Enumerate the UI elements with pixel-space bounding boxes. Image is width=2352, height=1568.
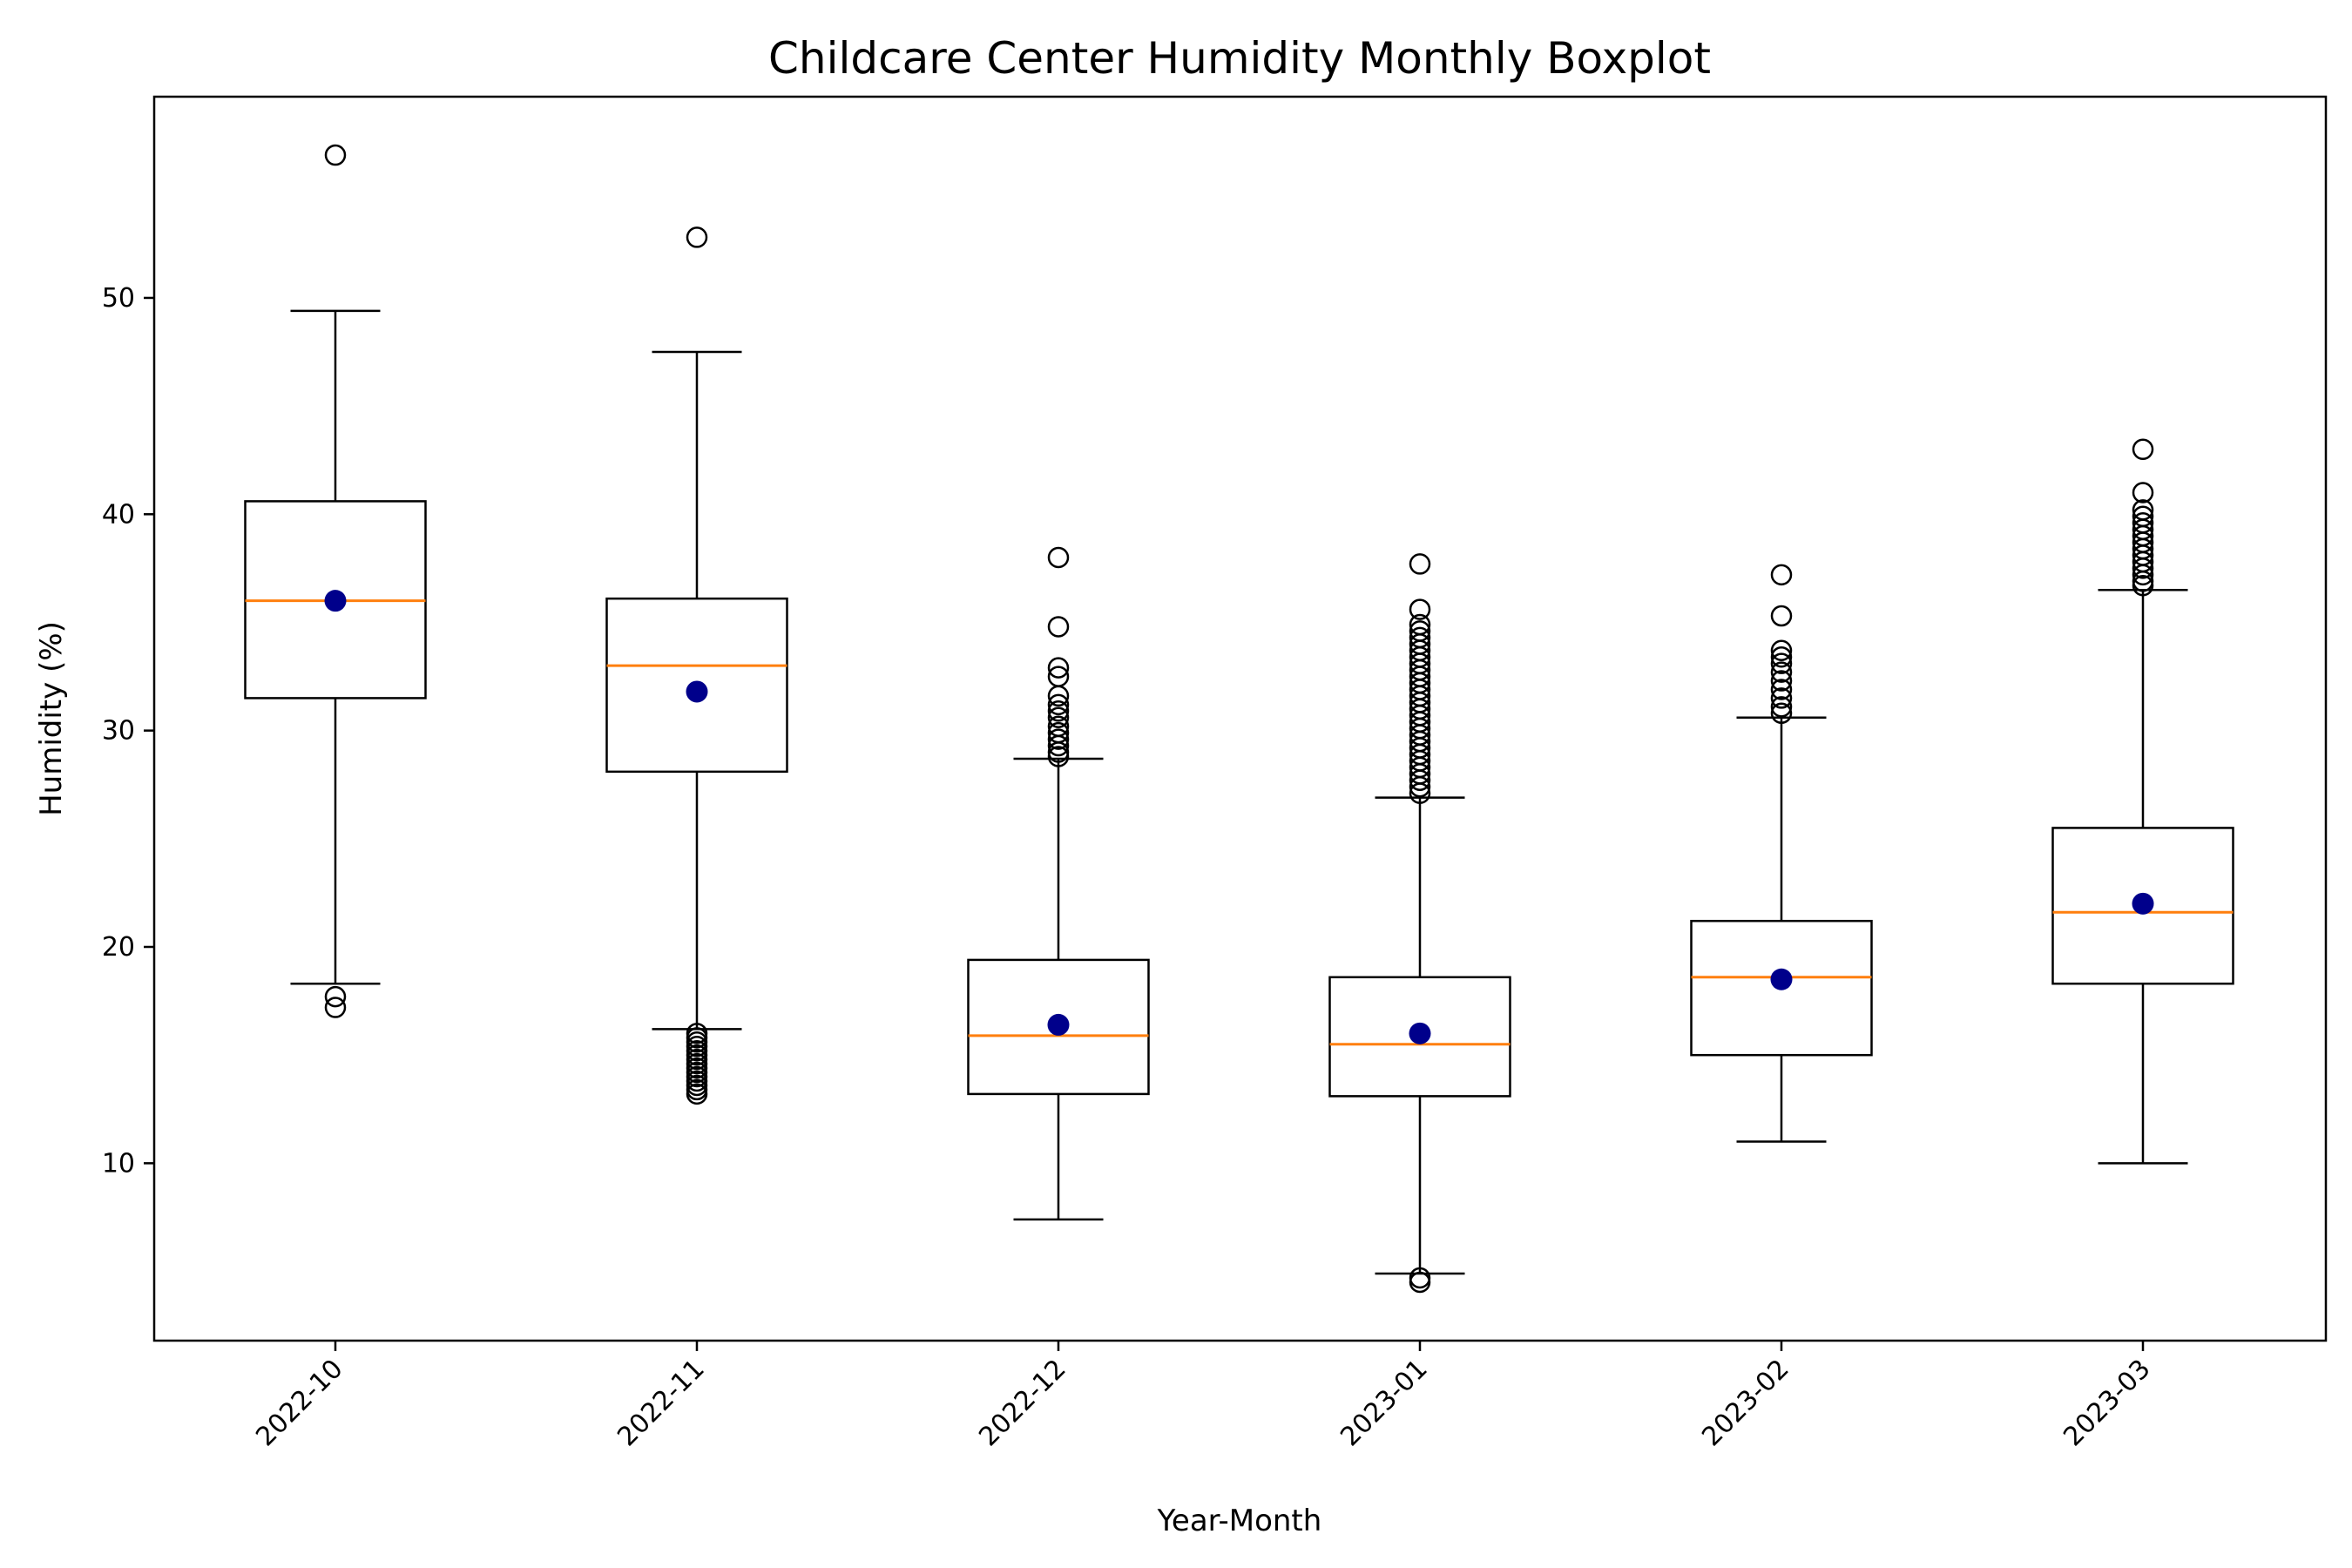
iqr-box	[1328, 976, 1511, 1098]
y-tick-label: 50	[102, 283, 135, 314]
box-2022-12	[967, 546, 1150, 1221]
mean-marker	[686, 680, 708, 703]
outlier-point	[1047, 700, 1070, 722]
box-2022-10	[244, 144, 427, 1018]
y-tick-label: 40	[102, 499, 135, 530]
outlier-point	[1770, 639, 1793, 662]
boxes-group	[244, 144, 2234, 1294]
outlier-point	[1770, 645, 1793, 668]
outlier-point	[324, 985, 347, 1008]
outlier-point	[1770, 702, 1793, 725]
outlier-point	[1409, 769, 1431, 792]
y-tick-label: 20	[102, 932, 135, 963]
outlier-point	[1770, 652, 1793, 674]
box-2023-01	[1328, 553, 1511, 1294]
outlier-point	[1770, 696, 1793, 718]
outlier-point	[1770, 564, 1793, 586]
x-axis-label: Year-Month	[1157, 1504, 1322, 1538]
iqr-box	[2051, 827, 2234, 985]
outlier-point	[2132, 564, 2154, 586]
outlier-point	[686, 1083, 708, 1105]
outlier-point	[1047, 546, 1070, 569]
chart-title: Childcare Center Humidity Monthly Boxplo…	[768, 33, 1711, 84]
plot-area-frame	[152, 95, 2328, 1342]
outlier-point	[2132, 558, 2154, 579]
outlier-point	[1047, 734, 1070, 757]
y-axis: 10 20 30 40 50	[102, 283, 154, 1179]
iqr-box	[1690, 919, 1873, 1057]
mean-marker	[1770, 968, 1793, 990]
outlier-point	[1409, 1271, 1431, 1294]
outlier-point	[1770, 687, 1793, 709]
outlier-point	[1409, 782, 1431, 804]
outlier-point	[1409, 553, 1431, 575]
outlier-point	[2132, 482, 2154, 504]
outlier-point	[1047, 616, 1070, 638]
x-tick-label: 2022-10	[250, 1354, 348, 1452]
x-tick-label: 2023-03	[2058, 1354, 2156, 1452]
mean-marker	[1047, 1013, 1070, 1036]
outlier-point	[1770, 605, 1793, 627]
outlier-point	[1047, 746, 1070, 767]
iqr-box	[605, 597, 788, 774]
outlier-point	[1770, 661, 1793, 683]
outlier-point	[2132, 438, 2154, 461]
outlier-point	[1047, 685, 1070, 707]
x-tick-label: 2022-11	[612, 1354, 710, 1452]
box-2023-03	[2051, 438, 2234, 1165]
outlier-point	[1047, 706, 1070, 729]
outlier-point	[324, 997, 347, 1018]
box-2023-02	[1690, 564, 1873, 1143]
outlier-point	[2132, 575, 2154, 597]
outlier-point	[1047, 657, 1070, 679]
outlier-point	[1047, 728, 1070, 750]
y-axis-label: Humidity (%)	[34, 621, 69, 816]
y-tick-label: 10	[102, 1148, 135, 1179]
x-tick-label: 2023-01	[1335, 1354, 1433, 1452]
outlier-point	[1409, 598, 1431, 620]
box-2022-11	[605, 226, 788, 1105]
outlier-point	[1047, 693, 1070, 716]
outlier-point	[686, 226, 708, 248]
x-tick-label: 2022-12	[973, 1354, 1071, 1452]
outlier-point	[1770, 670, 1793, 692]
outlier-point	[1770, 679, 1793, 700]
x-axis: 2022-10 2022-11 2022-12 2023-01 2023-02 2023-…	[250, 1341, 2157, 1452]
mean-marker	[324, 590, 347, 612]
x-tick-label: 2023-02	[1696, 1354, 1794, 1452]
y-tick-label: 30	[102, 716, 135, 747]
iqr-box	[967, 958, 1150, 1096]
outlier-point	[324, 144, 347, 166]
mean-marker	[1409, 1022, 1431, 1044]
mean-marker	[2132, 892, 2154, 915]
outlier-point	[1409, 775, 1431, 798]
